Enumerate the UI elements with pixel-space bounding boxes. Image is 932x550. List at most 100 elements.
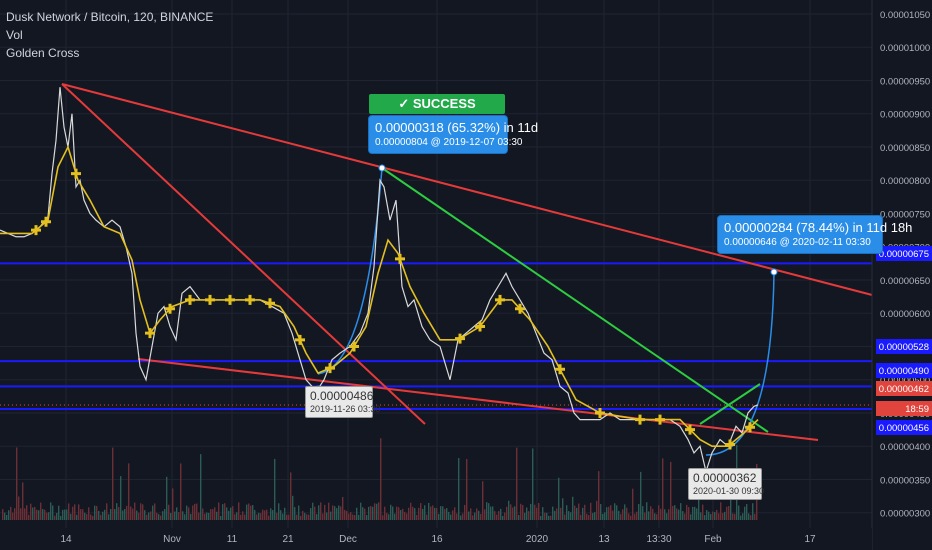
- volume-bar: [320, 502, 322, 520]
- pivot-low-2: 0.00000362 2020-01-30 09:30: [688, 468, 764, 500]
- volume-bar: [262, 509, 264, 520]
- volume-bar: [154, 503, 156, 520]
- volume-bar: [382, 515, 384, 520]
- volume-bar: [58, 505, 60, 520]
- volume-bar: [144, 510, 146, 520]
- volume-bar: [160, 515, 162, 520]
- volume-bar: [494, 511, 496, 520]
- volume-bar: [440, 506, 442, 520]
- volume-bar: [94, 505, 96, 520]
- volume-bar: [124, 508, 126, 520]
- volume-bar: [668, 509, 670, 520]
- volume-bar: [316, 514, 318, 520]
- volume-bar: [242, 511, 244, 520]
- price-label: 0.00000456: [876, 420, 932, 435]
- volume-bar: [142, 504, 144, 520]
- volume-bar: [662, 458, 664, 520]
- x-tick-label: Nov: [163, 534, 181, 545]
- volume-bar: [628, 513, 630, 520]
- y-tick-label: 0.00000650: [880, 276, 930, 287]
- golden-cross-marker: [635, 414, 645, 425]
- volume-bar: [510, 504, 512, 520]
- volume-bar: [630, 515, 632, 520]
- golden-cross-marker: [295, 334, 305, 345]
- volume-bar: [626, 507, 628, 520]
- volume-bar: [218, 502, 220, 520]
- volume-bar: [488, 503, 490, 520]
- callout-1-main: 0.00000318 (65.32%) in 11d: [375, 120, 539, 135]
- volume-bar: [550, 515, 552, 520]
- volume-bar: [210, 509, 212, 520]
- volume-bar: [244, 514, 246, 520]
- x-axis: 14 Nov 11 21 Dec 16 2020 13 13:30 Feb 17: [0, 528, 872, 550]
- volume-bar: [694, 506, 696, 520]
- volume-bar: [528, 511, 530, 520]
- volume-bar: [334, 506, 336, 520]
- volume-bar: [490, 506, 492, 520]
- volume-bar: [134, 502, 136, 520]
- golden-cross-marker: [71, 168, 81, 179]
- volume-bar: [676, 508, 678, 520]
- pivot-low-1: 0.00000486 2019-11-26 03:30: [305, 386, 381, 418]
- golden-cross-marker: [41, 216, 51, 227]
- volume-bar: [672, 505, 674, 520]
- y-tick-label: 0.00001000: [880, 43, 930, 54]
- volume-bar: [650, 506, 652, 520]
- volume-bar: [182, 511, 184, 520]
- volume-bar: [474, 512, 476, 520]
- volume-bar: [710, 514, 712, 520]
- price-label-text: 18:59: [905, 404, 929, 415]
- volume-bar: [620, 514, 622, 520]
- price-label: 0.00000490: [876, 363, 932, 378]
- volume-bar: [522, 504, 524, 520]
- volume-bar: [228, 510, 230, 520]
- volume-bar: [168, 504, 170, 520]
- volume-bar: [152, 505, 154, 520]
- volume-bar: [38, 510, 40, 520]
- pivot-1-date: 2019-11-26 03:30: [310, 404, 381, 414]
- projection-arc-1: [317, 167, 383, 375]
- price-label-text: 0.00000462: [879, 384, 929, 395]
- volume-bar: [558, 477, 560, 520]
- volume-bar: [324, 504, 326, 520]
- volume-bar: [306, 514, 308, 520]
- volume-bar: [492, 506, 494, 520]
- volume-bar: [438, 514, 440, 520]
- y-tick-label: 0.00000600: [880, 309, 930, 320]
- golden-cross-marker: [515, 303, 525, 314]
- volume-bar: [350, 512, 352, 520]
- volume-bar: [72, 506, 74, 520]
- volume-bar: [472, 515, 474, 520]
- volume-bar: [302, 510, 304, 520]
- volume-bar: [140, 503, 142, 520]
- volume-bar: [208, 512, 210, 520]
- projection-target-dot: [770, 268, 778, 276]
- volume-bar: [592, 513, 594, 520]
- volume-bar: [252, 505, 254, 520]
- golden-cross-marker: [185, 294, 195, 305]
- volume-bar: [648, 511, 650, 520]
- volume-bar: [312, 502, 314, 520]
- volume-bar: [460, 515, 462, 520]
- chart-title: Dusk Network / Bitcoin, 120, BINANCE: [6, 10, 214, 24]
- volume-bar: [618, 510, 620, 520]
- volume-bar: [610, 505, 612, 520]
- volume-bar: [640, 471, 642, 520]
- volume-bar: [576, 507, 578, 520]
- volume-bar: [496, 514, 498, 520]
- volume-bar: [212, 509, 214, 520]
- volume-bar: [538, 503, 540, 520]
- volume-bar: [454, 507, 456, 520]
- volume-bar: [336, 508, 338, 520]
- volume-bar: [656, 514, 658, 520]
- volume-bar: [174, 511, 176, 520]
- volume-bar: [512, 507, 514, 520]
- volume-bar: [172, 488, 174, 520]
- y-tick-label: 0.00000750: [880, 209, 930, 220]
- volume-bar: [288, 514, 290, 520]
- volume-bar: [42, 509, 44, 520]
- volume-bar: [328, 502, 330, 520]
- volume-bar: [104, 509, 106, 520]
- volume-bar: [186, 505, 188, 520]
- volume-bar: [284, 507, 286, 520]
